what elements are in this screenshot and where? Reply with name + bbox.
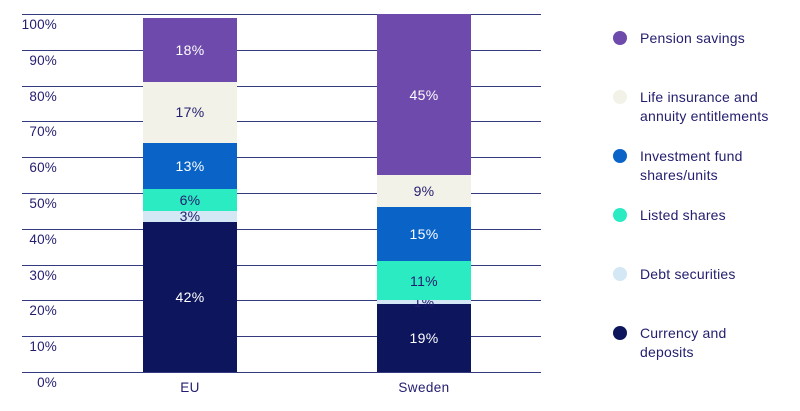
gridline bbox=[22, 50, 541, 51]
legend-color-dot-icon bbox=[613, 31, 627, 45]
gridline bbox=[22, 121, 541, 122]
segment-data-label: 18% bbox=[175, 41, 205, 58]
y-axis-tick-label: 70% bbox=[29, 124, 57, 139]
legend-item: Currency and deposits bbox=[613, 324, 790, 362]
gridline bbox=[22, 265, 541, 266]
bar-segment: 15% bbox=[377, 207, 471, 261]
gridline bbox=[22, 86, 541, 87]
gridline bbox=[22, 157, 541, 158]
y-axis-tick-label: 20% bbox=[29, 303, 57, 318]
y-axis-tick-label: 0% bbox=[37, 375, 57, 390]
gridline bbox=[22, 229, 541, 230]
bar-segment: 1% bbox=[377, 295, 471, 309]
bar-segment: 9% bbox=[377, 175, 471, 208]
segment-data-label: 9% bbox=[413, 183, 435, 200]
legend-color-dot-icon bbox=[613, 326, 627, 340]
gridline bbox=[22, 336, 541, 337]
legend-item: Investment fund shares/units bbox=[613, 147, 790, 185]
legend-item: Pension savings bbox=[613, 29, 790, 48]
gridline bbox=[22, 193, 541, 194]
legend-color-dot-icon bbox=[613, 90, 627, 104]
gridline bbox=[22, 300, 541, 301]
y-axis-tick-label: 40% bbox=[29, 232, 57, 247]
bar-segment: 17% bbox=[143, 82, 237, 143]
segment-data-label: 11% bbox=[410, 272, 438, 289]
gridline bbox=[22, 14, 541, 15]
legend-color-dot-icon bbox=[613, 208, 627, 222]
legend-item-label: Listed shares bbox=[640, 207, 726, 223]
legend-color-dot-icon bbox=[613, 149, 627, 163]
y-axis-tick-label: 90% bbox=[29, 53, 57, 68]
legend-item: Listed shares bbox=[613, 206, 790, 225]
x-axis-category-label: EU bbox=[180, 380, 200, 395]
segment-data-label: 17% bbox=[175, 104, 205, 121]
legend-item-label: Currency and deposits bbox=[640, 325, 727, 360]
segment-data-label: 19% bbox=[409, 330, 439, 346]
bar-segment: 13% bbox=[143, 142, 237, 190]
segment-data-label: 13% bbox=[175, 158, 205, 175]
bar-segment: 3% bbox=[143, 208, 237, 225]
legend-item-label: Life insurance and annuity entitlements bbox=[640, 89, 769, 124]
legend-color-dot-icon bbox=[613, 267, 627, 281]
bar-segment: 42% bbox=[143, 221, 237, 372]
bar-segment: 6% bbox=[143, 189, 237, 211]
legend-item: Debt securities bbox=[613, 265, 790, 284]
segment-data-label: 15% bbox=[409, 226, 439, 243]
bar-segment: 11% bbox=[377, 261, 471, 301]
bar-segment: 45% bbox=[377, 14, 471, 176]
segment-data-label: 42% bbox=[175, 288, 205, 305]
x-axis-category-label: Sweden bbox=[398, 380, 450, 395]
y-axis-tick-label: 30% bbox=[29, 268, 57, 283]
segment-data-label: 3% bbox=[179, 208, 201, 225]
legend-item-label: Pension savings bbox=[640, 30, 745, 46]
y-axis-tick-label: 80% bbox=[29, 89, 57, 104]
y-axis-tick-label: 60% bbox=[29, 160, 57, 175]
y-axis-tick-label: 10% bbox=[29, 339, 57, 354]
bar-segment: 19% bbox=[377, 304, 471, 372]
legend-item: Life insurance and annuity entitlements bbox=[613, 88, 790, 126]
y-axis-tick-label: 100% bbox=[21, 17, 57, 32]
legend-item-label: Investment fund shares/units bbox=[640, 148, 743, 183]
y-axis-tick-label: 50% bbox=[29, 196, 57, 211]
segment-data-label: 45% bbox=[409, 86, 439, 103]
legend-item-label: Debt securities bbox=[640, 266, 736, 282]
bar-segment: 18% bbox=[143, 17, 237, 82]
gridline bbox=[22, 372, 541, 373]
segment-data-label: 6% bbox=[179, 192, 201, 209]
